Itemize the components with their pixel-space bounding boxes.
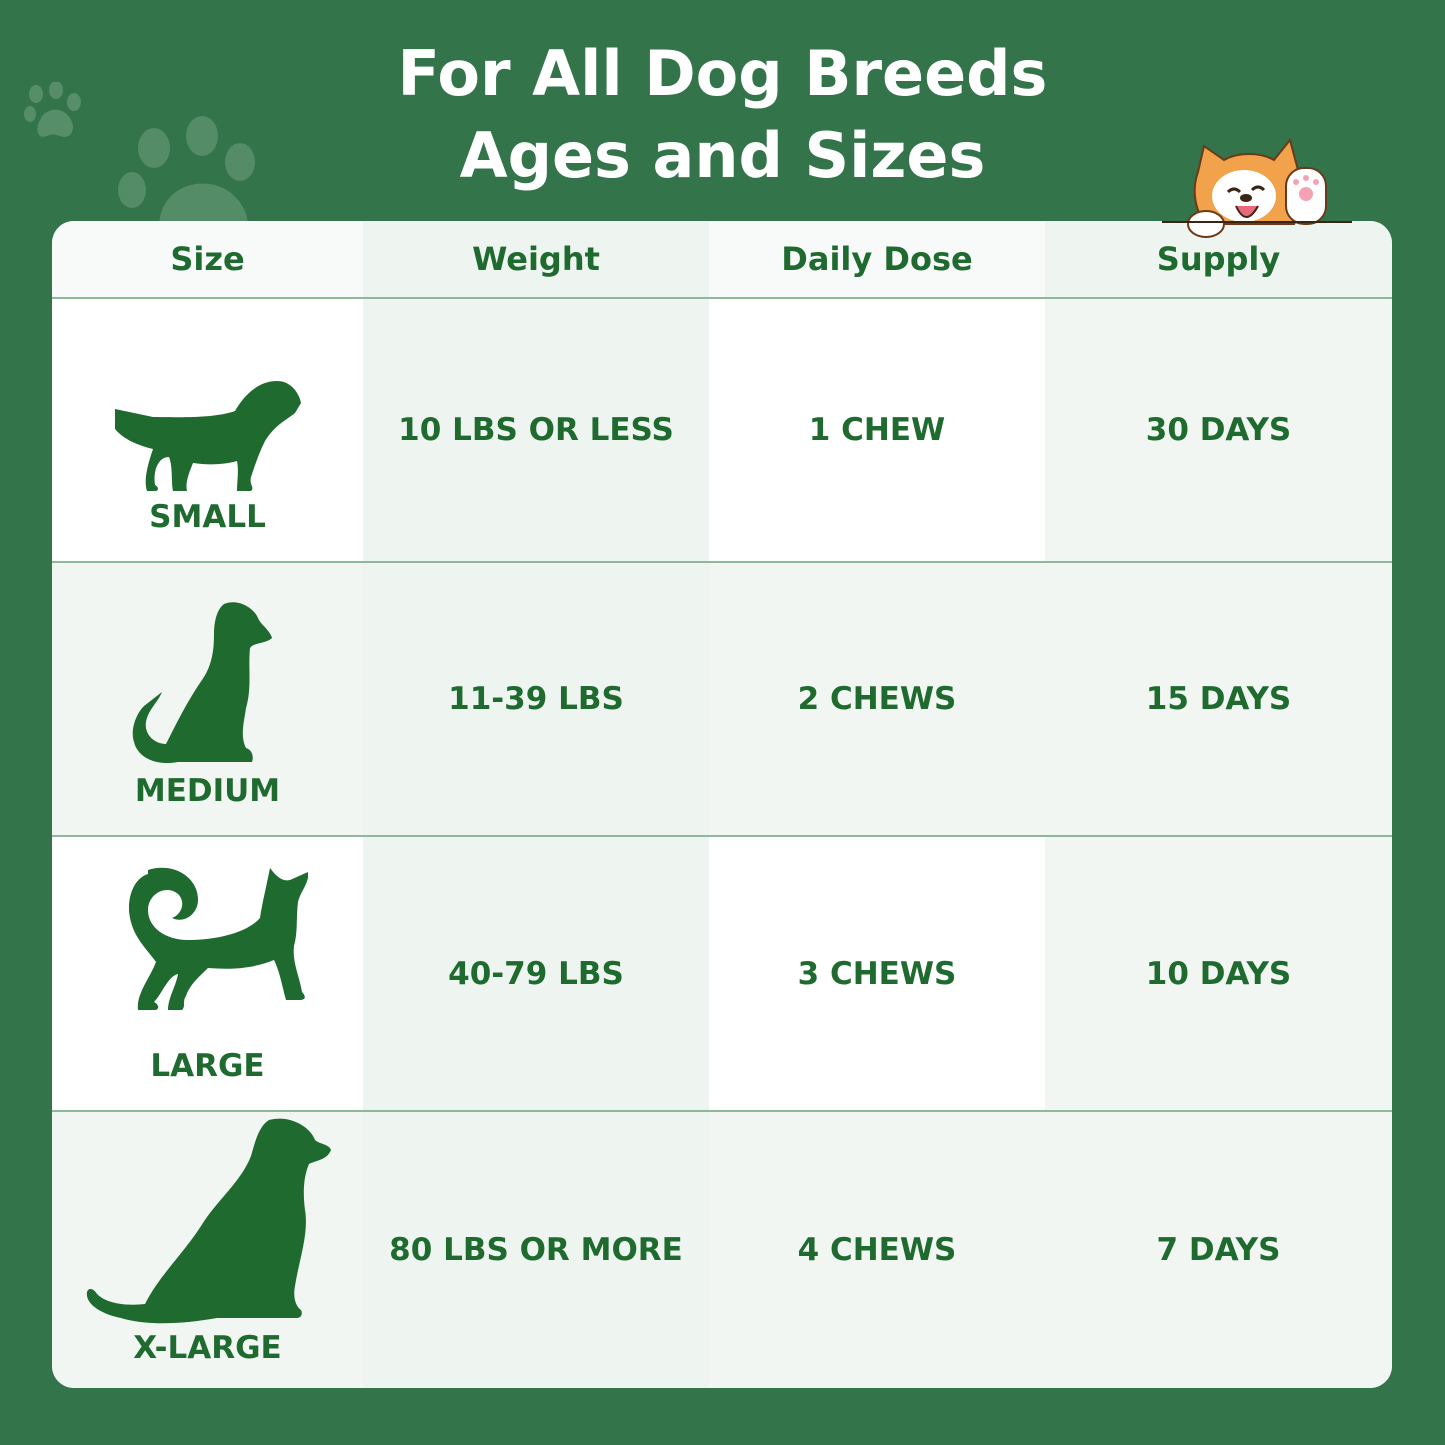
- header-size: Size: [52, 221, 363, 299]
- size-cell: X-LARGE: [52, 1112, 363, 1388]
- size-cell: SMALL: [52, 299, 363, 563]
- shiba-dog-mascot-icon: [1162, 137, 1352, 238]
- page-title: For All Dog Breeds Ages and Sizes: [0, 33, 1445, 197]
- weight-cell: 80 LBS OR MORE: [363, 1112, 709, 1388]
- dose-cell: 1 CHEW: [709, 299, 1045, 563]
- large-dog-icon: [128, 867, 308, 1010]
- size-label: SMALL: [149, 499, 266, 535]
- size-cell: LARGE: [52, 837, 363, 1112]
- weight-cell: 11-39 LBS: [363, 563, 709, 837]
- header-weight: Weight: [363, 221, 709, 299]
- dose-cell: 2 CHEWS: [709, 563, 1045, 837]
- title-line-1: For All Dog Breeds: [397, 37, 1048, 110]
- dosage-table: Size Weight Daily Dose Supply SMALL 10 L…: [52, 221, 1392, 1388]
- header-daily-dose: Daily Dose: [709, 221, 1045, 299]
- supply-cell: 15 DAYS: [1045, 563, 1392, 837]
- dose-cell: 4 CHEWS: [709, 1112, 1045, 1388]
- size-label: MEDIUM: [134, 773, 281, 809]
- size-label: X-LARGE: [133, 1330, 282, 1366]
- size-label: LARGE: [150, 1048, 265, 1084]
- weight-cell: 40-79 LBS: [363, 837, 709, 1112]
- medium-dog-icon: [132, 602, 272, 764]
- supply-cell: 30 DAYS: [1045, 299, 1392, 563]
- supply-cell: 7 DAYS: [1045, 1112, 1392, 1388]
- xlarge-dog-icon: [86, 1118, 331, 1324]
- paw-print-icon: [24, 82, 81, 138]
- dose-cell: 3 CHEWS: [709, 837, 1045, 1112]
- weight-cell: 10 LBS OR LESS: [363, 299, 709, 563]
- size-cell: MEDIUM: [52, 563, 363, 837]
- title-line-2: Ages and Sizes: [459, 119, 986, 192]
- small-dog-icon: [114, 381, 301, 491]
- supply-cell: 10 DAYS: [1045, 837, 1392, 1112]
